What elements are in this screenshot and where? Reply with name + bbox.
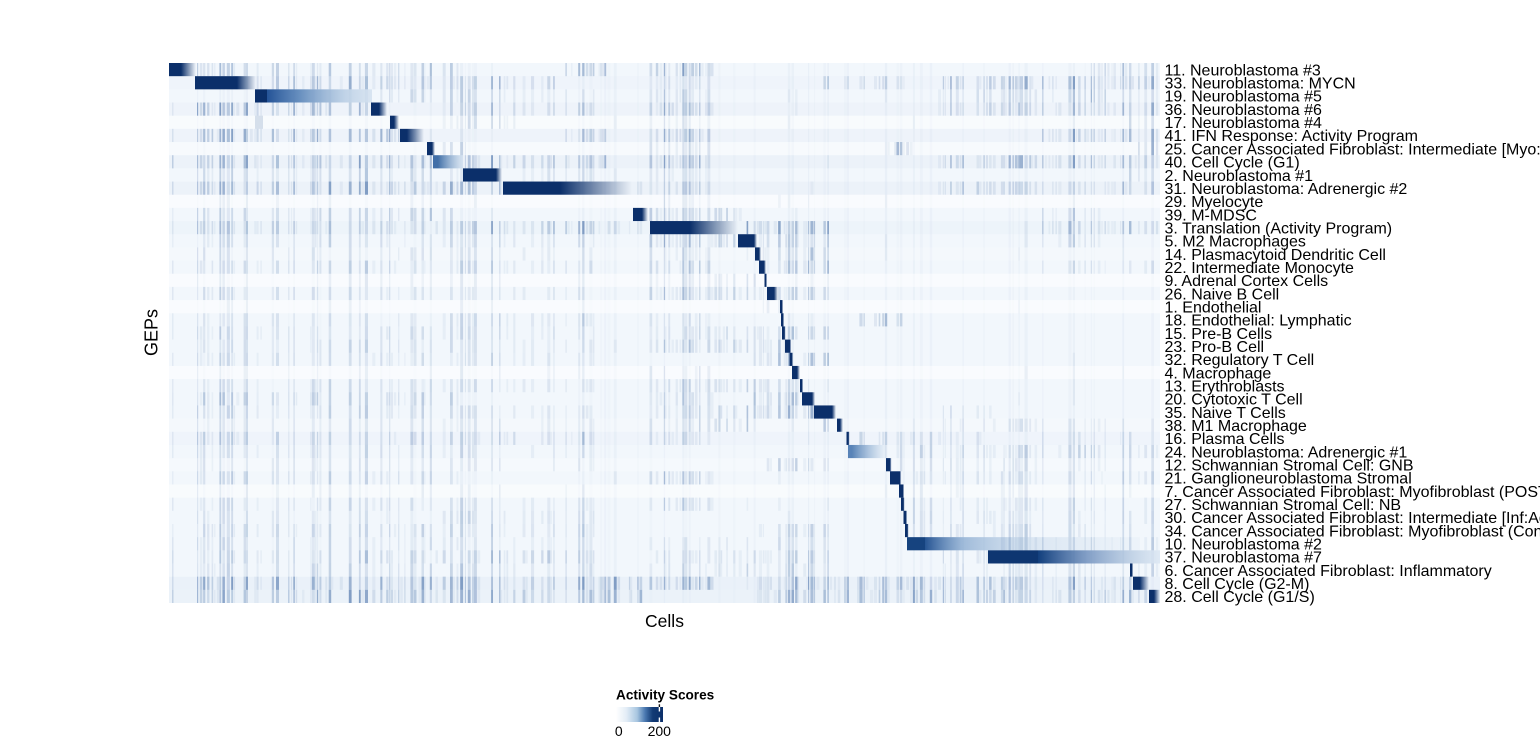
svg-text:10. Neuroblastoma #2: 10. Neuroblastoma #2	[1165, 537, 1323, 554]
svg-text:26. Naive B Cell: 26. Naive B Cell	[1165, 286, 1280, 303]
svg-text:4. Macrophage: 4. Macrophage	[1165, 365, 1272, 382]
svg-text:14. Plasmacytoid Dendritic Cel: 14. Plasmacytoid Dendritic Cell	[1165, 247, 1386, 264]
svg-text:18. Endothelial: Lymphatic: 18. Endothelial: Lymphatic	[1165, 313, 1352, 330]
svg-text:37. Neuroblastoma #7: 37. Neuroblastoma #7	[1165, 550, 1323, 567]
svg-text:3. Translation (Activity Progr: 3. Translation (Activity Program)	[1165, 220, 1393, 237]
svg-text:21. Ganglioneuroblastoma Strom: 21. Ganglioneuroblastoma Stromal	[1165, 471, 1412, 488]
svg-text:34. Cancer Associated Fibrobla: 34. Cancer Associated Fibroblast: Myofib…	[1165, 523, 1540, 540]
svg-text:6. Cancer Associated Fibroblas: 6. Cancer Associated Fibroblast: Inflamm…	[1165, 563, 1492, 580]
svg-text:27. Schwannian Stromal Cell: N: 27. Schwannian Stromal Cell: NB	[1165, 497, 1402, 514]
svg-text:41. IFN Response: Activity Pro: 41. IFN Response: Activity Program	[1165, 128, 1418, 145]
svg-text:33. Neuroblastoma: MYCN: 33. Neuroblastoma: MYCN	[1165, 76, 1356, 93]
svg-text:28. Cell Cycle (G1/S): 28. Cell Cycle (G1/S)	[1165, 589, 1315, 606]
svg-text:25. Cancer Associated Fibrobla: 25. Cancer Associated Fibroblast: Interm…	[1165, 141, 1540, 158]
svg-text:8. Cell Cycle (G2-M): 8. Cell Cycle (G2-M)	[1165, 576, 1310, 593]
svg-text:GEPs: GEPs	[142, 309, 162, 356]
svg-text:40. Cell Cycle (G1): 40. Cell Cycle (G1)	[1165, 155, 1300, 172]
svg-text:15. Pre-B Cells: 15. Pre-B Cells	[1165, 326, 1273, 343]
svg-text:Activity Scores: Activity Scores	[616, 688, 714, 703]
svg-text:9. Adrenal Cortex Cells: 9. Adrenal Cortex Cells	[1165, 273, 1329, 290]
svg-text:20. Cytotoxic T Cell: 20. Cytotoxic T Cell	[1165, 392, 1303, 409]
svg-text:24. Neuroblastoma: Adrenergic: 24. Neuroblastoma: Adrenergic #1	[1165, 444, 1408, 461]
svg-text:11. Neuroblastoma #3: 11. Neuroblastoma #3	[1165, 62, 1321, 79]
svg-text:0: 0	[615, 723, 623, 739]
svg-text:7. Cancer Associated Fibroblas: 7. Cancer Associated Fibroblast: Myofibr…	[1165, 484, 1540, 501]
svg-text:13. Erythroblasts: 13. Erythroblasts	[1165, 378, 1285, 395]
svg-text:12. Schwannian Stromal Cell: G: 12. Schwannian Stromal Cell: GNB	[1165, 458, 1414, 475]
svg-text:200: 200	[648, 723, 672, 739]
svg-text:5. M2 Macrophages: 5. M2 Macrophages	[1165, 234, 1306, 251]
svg-text:16. Plasma Cells: 16. Plasma Cells	[1165, 431, 1285, 448]
svg-text:Cells: Cells	[645, 611, 684, 631]
svg-text:1. Endothelial: 1. Endothelial	[1165, 299, 1262, 316]
svg-text:36. Neuroblastoma #6: 36. Neuroblastoma #6	[1165, 102, 1323, 119]
svg-text:2. Neuroblastoma #1: 2. Neuroblastoma #1	[1165, 168, 1314, 185]
svg-text:38. M1 Macrophage: 38. M1 Macrophage	[1165, 418, 1307, 435]
svg-text:19. Neuroblastoma #5: 19. Neuroblastoma #5	[1165, 89, 1323, 106]
svg-text:17. Neuroblastoma #4: 17. Neuroblastoma #4	[1165, 115, 1323, 132]
svg-text:31. Neuroblastoma: Adrenergic: 31. Neuroblastoma: Adrenergic #2	[1165, 181, 1408, 198]
svg-text:23. Pro-B Cell: 23. Pro-B Cell	[1165, 339, 1265, 356]
svg-text:29. Myelocyte: 29. Myelocyte	[1165, 194, 1264, 211]
svg-text:32. Regulatory T Cell: 32. Regulatory T Cell	[1165, 352, 1315, 369]
svg-text:39. M-MDSC: 39. M-MDSC	[1165, 207, 1257, 224]
svg-text:35. Naive T Cells: 35. Naive T Cells	[1165, 405, 1286, 422]
svg-text:30. Cancer Associated Fibrobla: 30. Cancer Associated Fibroblast: Interm…	[1165, 510, 1540, 527]
svg-text:22. Intermediate Monocyte: 22. Intermediate Monocyte	[1165, 260, 1355, 277]
